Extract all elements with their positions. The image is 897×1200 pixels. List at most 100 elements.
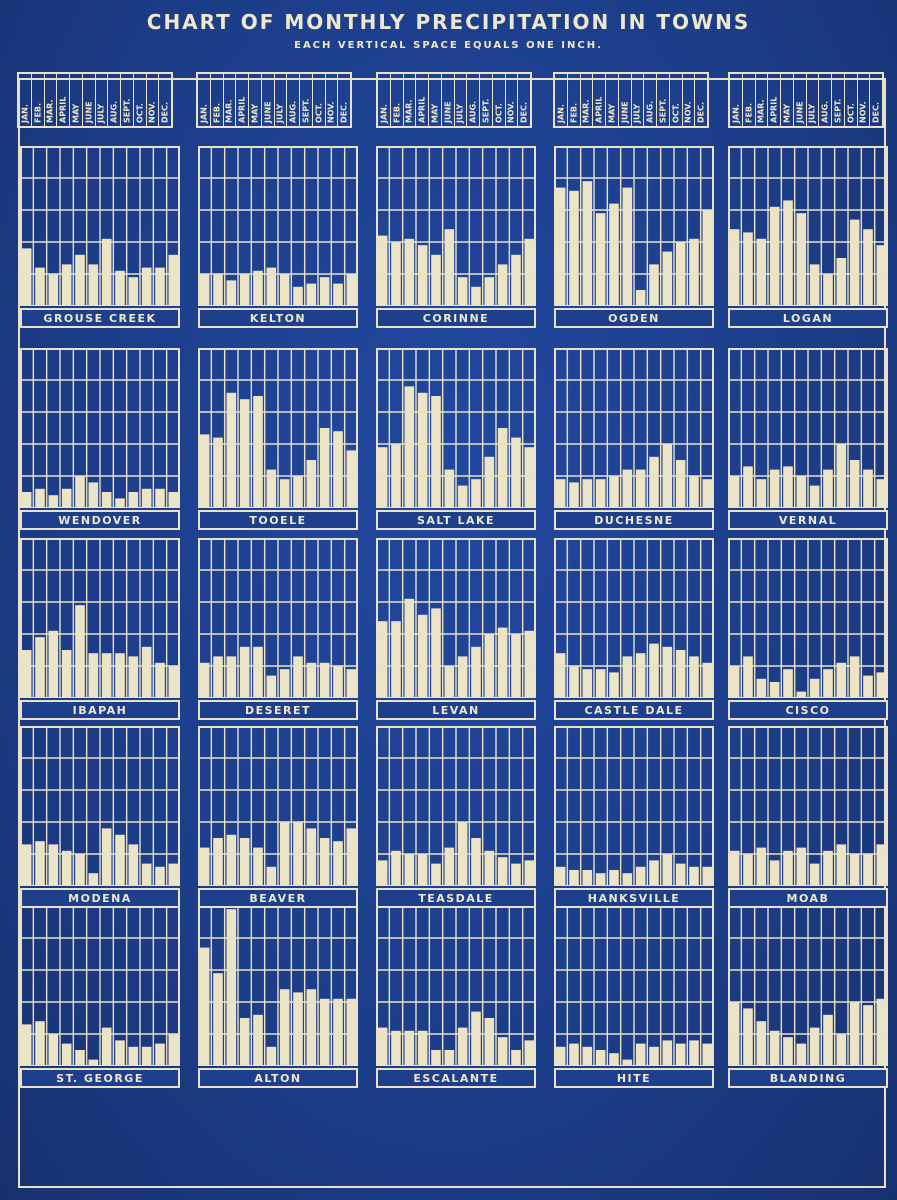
precip-bar (168, 863, 179, 886)
town-name-label: HITE (554, 1068, 714, 1088)
precip-bar (266, 267, 277, 306)
precip-bar (702, 1043, 713, 1066)
month-key: JAN. FEB. MAR. APRIL MAY JUNE JULY AUG. SEPT. OCT… (376, 72, 532, 128)
town-name-label: CORINNE (376, 308, 536, 328)
precip-bar (783, 850, 793, 886)
precip-bar (836, 1034, 847, 1066)
precip-bar (662, 854, 673, 886)
precip-bar (226, 834, 237, 886)
month-key-cell: JULY (96, 74, 109, 126)
precip-bar (21, 844, 32, 886)
town-name-label: ESCALANTE (376, 1068, 536, 1088)
precip-bar (876, 998, 887, 1066)
month-key-cell: APRIL (593, 74, 606, 126)
town-chart: CISCO (728, 538, 888, 720)
month-key-label: FEB. (569, 102, 579, 123)
precip-bar (783, 1037, 793, 1066)
town-name-label: HANKSVILLE (554, 888, 714, 908)
town-name-label: ALTON (198, 1068, 358, 1088)
precip-bar (333, 998, 343, 1066)
precip-bar (497, 857, 508, 886)
precip-bar (377, 235, 388, 306)
town-chart: VERNAL (728, 348, 888, 530)
precip-bar (729, 666, 740, 698)
town-chart-plot (198, 538, 358, 698)
precip-bar (649, 643, 659, 698)
precip-bar (484, 456, 495, 508)
month-key-label: MAY (250, 103, 260, 123)
precip-bar (199, 434, 210, 508)
town-name-label: WENDOVER (20, 510, 180, 530)
precip-bar (511, 437, 521, 508)
town-name-label: CASTLE DALE (554, 700, 714, 720)
precip-bar (796, 847, 807, 886)
precip-bar (662, 251, 673, 306)
town-chart: DUCHESNE (554, 348, 714, 530)
precip-bar (582, 870, 593, 886)
chart-subtitle: EACH VERTICAL SPACE EQUALS ONE INCH. (294, 40, 603, 51)
precip-bar (333, 666, 343, 698)
town-chart-plot (728, 726, 888, 886)
month-key-label: APRIL (417, 96, 427, 123)
town-chart: MODENA (20, 726, 180, 908)
town-name-label: ST. GEORGE (20, 1068, 180, 1088)
precip-bar (796, 476, 807, 508)
month-key-label: JAN. (20, 104, 30, 123)
chart-frame (554, 906, 714, 1066)
precip-bar (346, 450, 357, 508)
month-key-cell: JUNE (794, 74, 807, 126)
precip-bar (609, 672, 619, 698)
month-key-label: SEPT. (122, 98, 132, 123)
month-key-cell: AUG. (644, 74, 657, 126)
precip-bar (128, 656, 139, 698)
month-key-cell: JUNE (619, 74, 632, 126)
chart-frame (20, 146, 180, 306)
precip-bar (702, 662, 713, 698)
month-key-label: NOV. (147, 101, 157, 123)
month-key-cell: AUG. (287, 74, 300, 126)
precip-bar (391, 1030, 401, 1066)
month-key-cell: NOV. (506, 74, 519, 126)
precip-bar (595, 669, 606, 698)
precip-bar (849, 219, 860, 306)
town-chart-plot (728, 348, 888, 508)
town-chart-plot (554, 146, 714, 306)
precip-bar (823, 469, 833, 508)
month-key-cell: SEPT. (832, 74, 845, 126)
precip-bar (168, 1034, 179, 1066)
month-key: JAN. FEB. MAR. APRIL MAY JUNE JULY AUG. SEPT. OCT… (553, 72, 709, 128)
precip-bar (635, 653, 646, 698)
town-chart: LEVAN (376, 538, 536, 720)
precip-bar (239, 399, 250, 508)
month-key-label: MAR. (45, 99, 55, 124)
chart-frame (728, 146, 888, 306)
precip-bar (213, 437, 223, 508)
town-name-label: OGDEN (554, 308, 714, 328)
precip-bar (836, 662, 847, 698)
precip-bar (863, 469, 873, 508)
month-key-label: OCT. (494, 103, 504, 123)
precip-bar (689, 476, 699, 508)
precip-bar (595, 213, 606, 306)
precip-bar (48, 274, 59, 306)
month-key-label: JAN. (199, 104, 209, 123)
precip-bar (809, 264, 820, 306)
month-key-label: MAY (71, 103, 81, 123)
precip-bar (635, 469, 646, 508)
precip-bar (702, 479, 713, 508)
precip-bar (253, 1014, 263, 1066)
precip-bar (729, 476, 740, 508)
precip-bar (497, 1037, 508, 1066)
precip-bar (266, 1046, 277, 1066)
month-key-cell: NOV. (858, 74, 871, 126)
precip-bar (609, 203, 619, 306)
month-key-label: JAN. (556, 104, 566, 123)
precip-bar (569, 870, 579, 886)
precip-bar (662, 1040, 673, 1066)
precip-bar (115, 653, 125, 698)
chart-frame (198, 348, 358, 508)
precip-bar (226, 656, 237, 698)
precip-bar (524, 447, 535, 508)
precip-bar (836, 258, 847, 306)
month-key-cell: APRIL (416, 74, 429, 126)
